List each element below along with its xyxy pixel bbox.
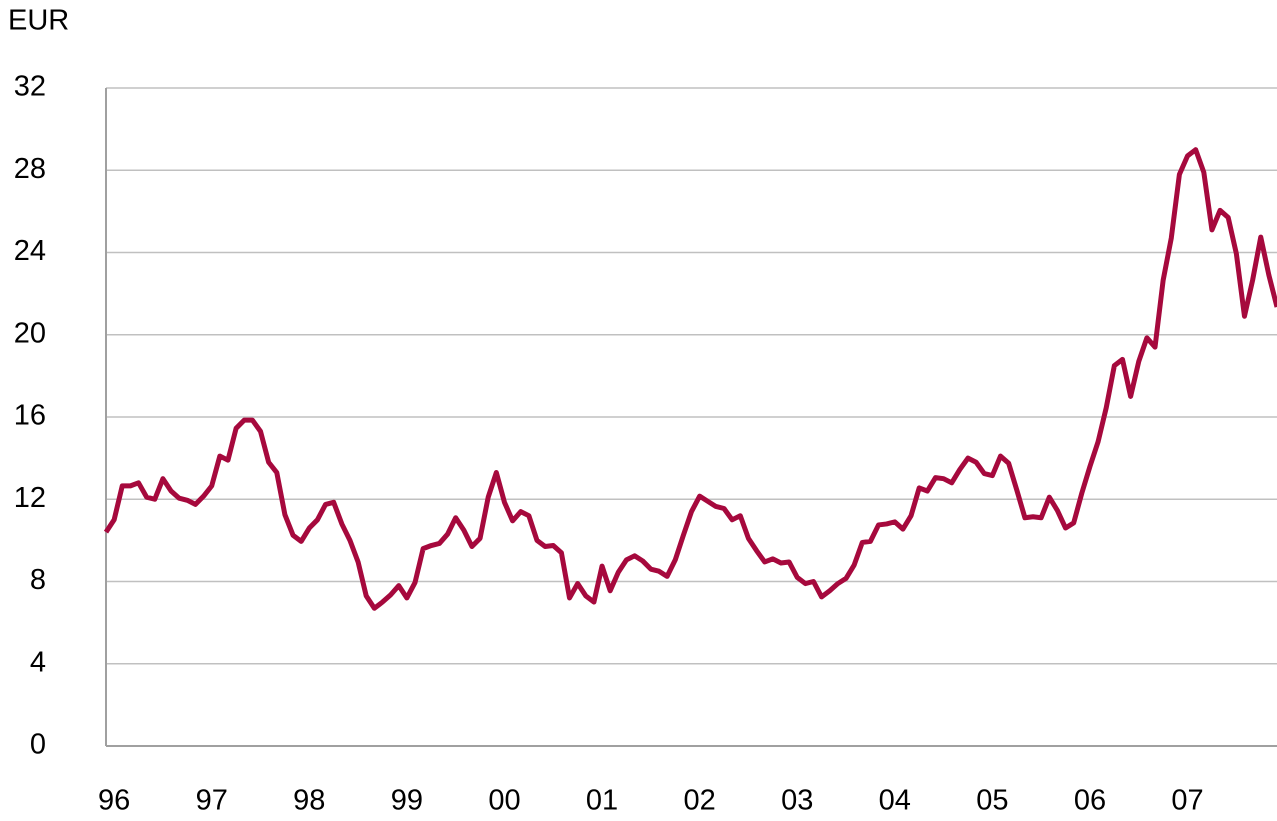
y-axis-label: EUR (8, 5, 69, 37)
y-tick-label: 16 (14, 400, 46, 432)
y-tick-label: 32 (14, 71, 46, 103)
x-tick-label: 97 (196, 785, 228, 817)
x-tick-label: 02 (683, 785, 715, 817)
y-tick-label: 20 (14, 317, 46, 349)
y-tick-label: 8 (30, 564, 46, 596)
x-tick-label: 01 (586, 785, 618, 817)
y-tick-label: 0 (30, 729, 46, 761)
y-tick-label: 24 (14, 235, 46, 267)
x-tick-label: 00 (488, 785, 520, 817)
x-tick-label: 03 (781, 785, 813, 817)
x-tick-label: 04 (879, 785, 911, 817)
y-tick-label: 4 (30, 646, 46, 678)
x-tick-label: 07 (1171, 785, 1203, 817)
x-tick-label: 99 (391, 785, 423, 817)
y-tick-label: 28 (14, 153, 46, 185)
data-line (103, 147, 1277, 611)
x-tick-label: 06 (1074, 785, 1106, 817)
x-tick-label: 96 (98, 785, 130, 817)
y-tick-label: 12 (14, 482, 46, 514)
x-tick-label: 98 (293, 785, 325, 817)
x-tick-label: 05 (976, 785, 1008, 817)
